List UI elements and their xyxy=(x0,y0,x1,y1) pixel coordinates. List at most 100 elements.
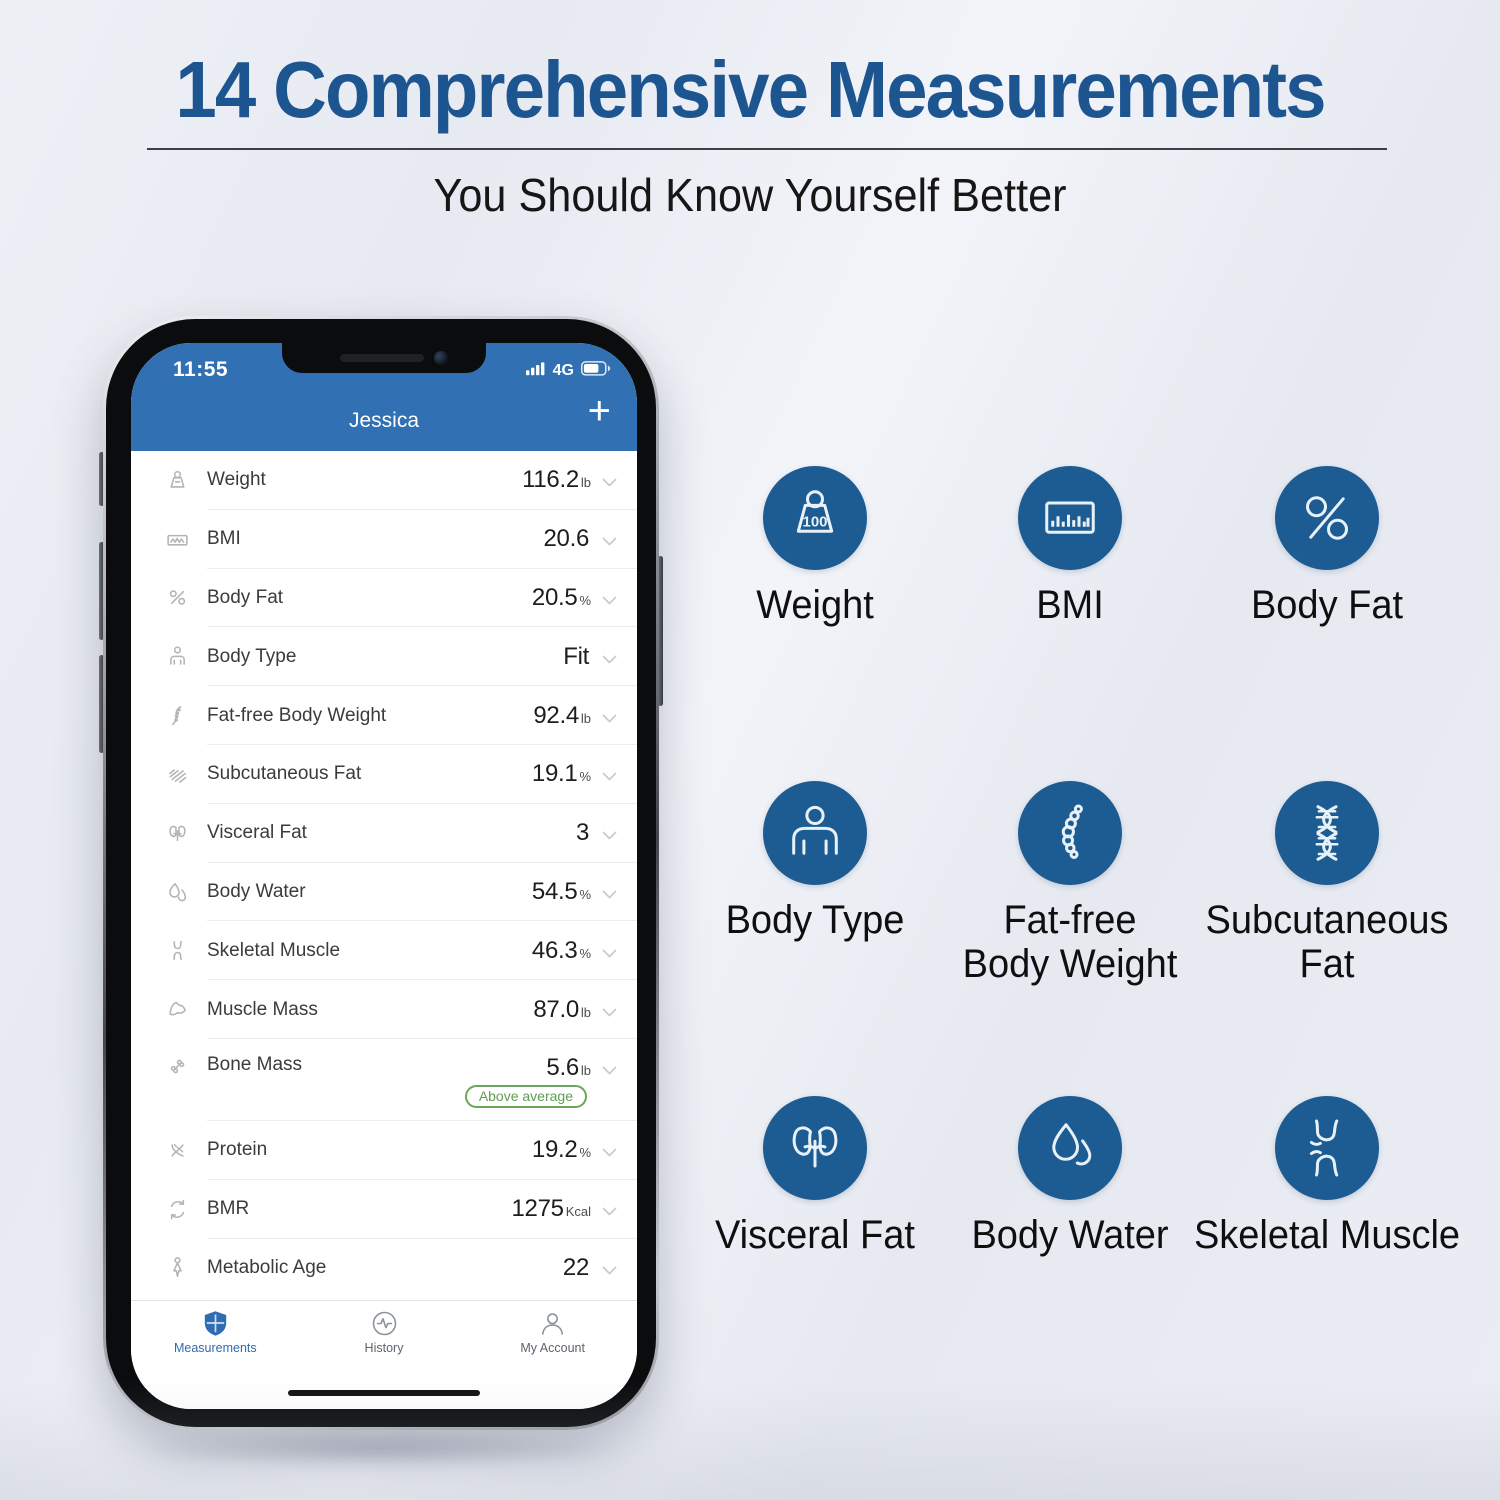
measurement-value: 22 xyxy=(562,1253,589,1281)
body-type-circle-icon xyxy=(763,781,867,885)
measurement-row-protein[interactable]: Protein 19.2 % xyxy=(131,1121,637,1180)
muscle-mass-icon xyxy=(165,997,190,1022)
speaker-grille xyxy=(340,354,424,362)
feature-label: Body Type xyxy=(654,898,977,942)
profile-name: Jessica xyxy=(348,409,420,432)
measurement-row-bmr[interactable]: BMR 1275 Kcal xyxy=(131,1180,637,1239)
measurement-unit: % xyxy=(579,945,591,961)
chevron-down-icon[interactable] xyxy=(602,475,617,487)
feature-label: Visceral Fat xyxy=(654,1213,977,1257)
measurement-value: 20.6 xyxy=(543,525,589,553)
subcutaneous-fat-icon xyxy=(165,762,190,787)
measurement-unit: lb xyxy=(580,1004,591,1020)
feature-label: Skeletal Muscle xyxy=(1166,1213,1489,1257)
bmi-icon xyxy=(165,527,190,552)
feature-subcutaneous: Subcutaneous Fat xyxy=(1157,781,1497,986)
chevron-down-icon[interactable] xyxy=(602,769,617,781)
feature-visceral-fat: Visceral Fat xyxy=(645,1096,985,1257)
measurement-row-bone-mass[interactable]: Bone Mass 5.6 lb Above average xyxy=(131,1039,637,1121)
measurement-value: 116.2 xyxy=(522,466,579,494)
chevron-down-icon[interactable] xyxy=(602,711,617,722)
chevron-down-icon[interactable] xyxy=(602,1145,617,1157)
row-divider xyxy=(207,1178,637,1180)
measurement-row-body-water[interactable]: Body Water 54.5 % xyxy=(131,863,637,922)
page-title: 14 Comprehensive Measurements xyxy=(175,45,1326,134)
measurement-label: Body Water xyxy=(207,880,306,902)
body-type-icon xyxy=(165,644,190,669)
measurement-label: Muscle Mass xyxy=(207,998,318,1020)
chevron-down-icon[interactable] xyxy=(602,1204,617,1216)
row-divider xyxy=(207,626,637,628)
page-subtitle: You Should Know Yourself Better xyxy=(433,169,1067,221)
phone-bezel: 11:55 4G Jessica + Weight 116.2 lb xyxy=(106,319,656,1427)
add-user-button[interactable]: + xyxy=(587,389,611,433)
measurement-row-metabolic-age[interactable]: Metabolic Age 22 xyxy=(131,1239,637,1298)
chevron-down-icon[interactable] xyxy=(602,652,617,664)
measurement-value: 46.3 xyxy=(531,936,578,964)
chevron-down-icon[interactable] xyxy=(602,593,617,605)
tab-bar: Measurements History My Account xyxy=(131,1300,637,1409)
volume-up-button xyxy=(99,542,104,640)
measurement-row-skeletal-muscle[interactable]: Skeletal Muscle 46.3 % xyxy=(131,921,637,981)
feature-body-type: Body Type xyxy=(645,781,985,942)
feature-body-water: Body Water xyxy=(900,1096,1240,1257)
measurement-row-subcutaneous-fat[interactable]: Subcutaneous Fat 19.1 % xyxy=(131,745,637,804)
measurement-row-body-type[interactable]: Body Type Fit xyxy=(131,627,637,687)
chevron-down-icon[interactable] xyxy=(602,887,617,899)
measurement-value: 20.5 xyxy=(531,583,578,611)
measurement-row-weight[interactable]: Weight 116.2 lb xyxy=(131,451,637,510)
tab-measurements[interactable]: Measurements xyxy=(131,1301,300,1355)
feature-label: Subcutaneous Fat xyxy=(1166,898,1489,986)
status-time: 11:55 xyxy=(173,358,229,381)
measurement-unit: lb xyxy=(580,710,591,726)
history-tab-icon xyxy=(371,1310,398,1337)
measurement-unit: % xyxy=(579,1145,591,1161)
weight-icon xyxy=(165,468,190,493)
measurement-label: BMR xyxy=(207,1198,250,1220)
row-divider xyxy=(207,685,637,687)
feature-label-line: Subcutaneous xyxy=(1205,898,1449,942)
skeletal-muscle-circle-icon xyxy=(1275,1096,1379,1200)
feature-label: Fat-free Body Weight xyxy=(909,898,1232,986)
measurement-row-body-fat[interactable]: Body Fat 20.5 % xyxy=(131,569,637,628)
row-divider xyxy=(207,861,637,863)
home-indicator[interactable] xyxy=(288,1390,480,1396)
chevron-down-icon[interactable] xyxy=(602,534,617,546)
tab-history[interactable]: History xyxy=(300,1301,469,1355)
mute-switch xyxy=(99,452,104,506)
feature-label-line: Weight xyxy=(756,583,874,627)
measurement-row-fat-free[interactable]: Fat-free Body Weight 92.4 lb xyxy=(131,686,637,745)
tab-label: History xyxy=(364,1341,404,1355)
feature-label-line: BMI xyxy=(1036,583,1104,627)
tab-my-account[interactable]: My Account xyxy=(468,1301,637,1355)
measurement-value: Fit xyxy=(563,642,589,670)
measurement-row-bmi[interactable]: BMI 20.6 xyxy=(131,510,637,569)
feature-weight: 100 Weight xyxy=(645,466,985,627)
chevron-down-icon[interactable] xyxy=(602,828,617,840)
fat-free-circle-icon xyxy=(1018,781,1122,885)
measurement-unit: % xyxy=(579,886,591,902)
row-divider xyxy=(207,1119,637,1121)
measurement-label: Body Type xyxy=(207,645,297,667)
row-divider xyxy=(207,508,637,510)
weight-circle-icon: 100 xyxy=(763,466,867,570)
measurement-label: Metabolic Age xyxy=(207,1256,327,1278)
measurement-label: Fat-free Body Weight xyxy=(207,704,387,726)
bmi-circle-icon xyxy=(1018,466,1122,570)
feature-label-line: Body Weight xyxy=(962,942,1178,986)
power-button xyxy=(658,556,663,706)
chevron-down-icon[interactable] xyxy=(602,1005,617,1016)
chevron-down-icon[interactable] xyxy=(602,946,617,958)
measurement-row-muscle-mass[interactable]: Muscle Mass 87.0 lb xyxy=(131,980,637,1039)
feature-label-line: Skeletal Muscle xyxy=(1193,1213,1461,1257)
chevron-down-icon[interactable] xyxy=(602,1263,617,1275)
measurement-unit: Kcal xyxy=(565,1204,591,1220)
feature-bmi: BMI xyxy=(900,466,1240,627)
chevron-down-icon[interactable] xyxy=(602,1063,617,1075)
tab-label: Measurements xyxy=(173,1341,257,1355)
measurement-row-visceral-fat[interactable]: Visceral Fat 3 xyxy=(131,804,637,863)
visceral-fat-circle-icon xyxy=(763,1096,867,1200)
measurements-tab-icon xyxy=(202,1310,229,1337)
measurement-unit: % xyxy=(579,769,591,785)
feature-label: BMI xyxy=(909,583,1232,627)
